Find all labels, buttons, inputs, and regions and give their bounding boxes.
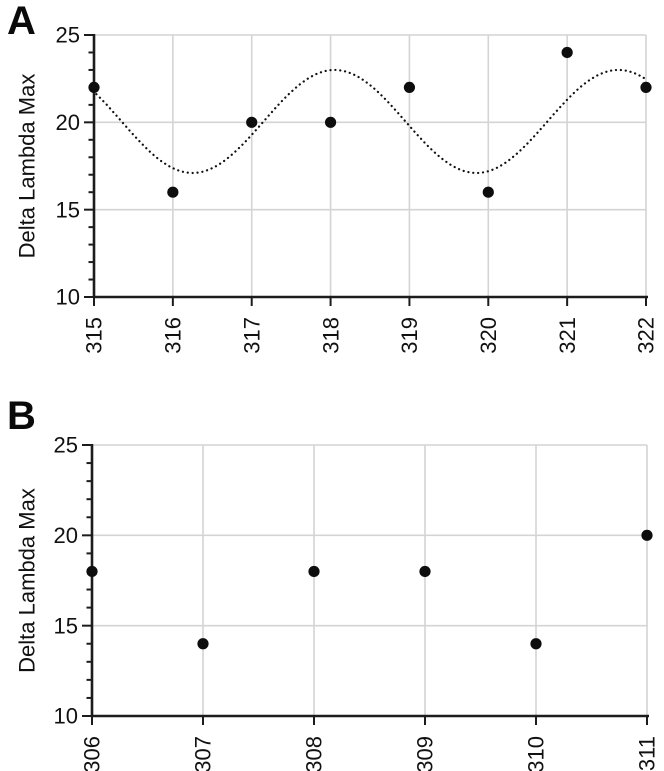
panel-a-letter: A [7,0,36,43]
x-tick-label: 319 [397,317,422,354]
x-tick-label: 311 [635,736,660,771]
y-tick-label: 15 [54,613,78,638]
x-tick-label: 310 [524,736,549,771]
y-tick-label: 10 [56,285,80,310]
data-point [167,186,179,198]
x-tick-label: 321 [555,317,580,354]
panel-b-letter: B [7,394,36,438]
data-point [88,81,100,93]
y-axis-title: Delta Lambda Max [15,74,40,259]
y-tick-label: 10 [54,704,78,729]
data-point [308,565,320,578]
x-tick-label: 318 [318,317,343,354]
x-tick-label: 306 [80,736,105,771]
panel-a: A 10 15 20 25 315 316 317 318 319 320 321 322 Delta … [7,0,659,354]
x-tick-label: 307 [191,736,216,771]
y-tick-label: 20 [54,523,78,548]
data-point [324,116,337,128]
data-point [482,186,494,198]
y-tick-label: 20 [56,110,80,135]
x-tick-label: 308 [302,736,327,771]
trendline-dotted-curve [95,68,648,175]
data-point [641,529,653,541]
data-point [530,638,542,650]
data-point [419,565,431,578]
x-tick-label: 317 [239,317,264,354]
data-point [640,81,652,93]
data-point [561,46,573,59]
x-tick-label: 322 [634,317,659,354]
scatter-plot-a: 10 15 20 25 315 316 317 318 319 320 321 322 Delta La… [15,23,659,354]
y-axis-title: Delta Lambda Max [15,488,40,673]
scatter-plot-b: 10 15 20 25 306 307 308 309 310 311 Delta Lambda M… [15,433,660,771]
x-tick-label: 320 [476,317,501,354]
data-point [86,565,98,578]
data-point [197,638,209,650]
y-tick-label: 25 [56,23,80,48]
data-point [246,116,258,128]
data-point [403,81,416,93]
panel-b: B 10 15 20 25 306 307 308 309 310 311 Delta Lambda… [0,386,664,771]
x-tick-label: 309 [413,736,438,771]
x-tick-label: 316 [161,317,186,354]
y-tick-label: 15 [56,197,80,222]
y-tick-label: 25 [54,433,78,458]
x-tick-label: 315 [82,317,107,354]
